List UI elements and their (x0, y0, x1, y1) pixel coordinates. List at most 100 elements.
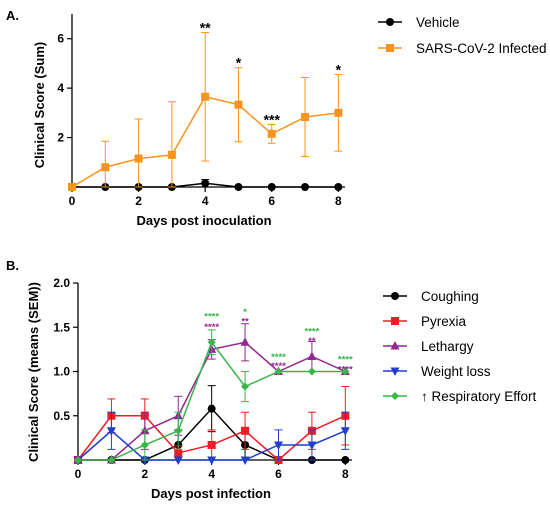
panel-b-data-point (307, 351, 317, 360)
panel-b-data-point (106, 427, 116, 436)
panel-b-y-tick-label: 0.5 (53, 409, 70, 423)
panel-b-data-point (207, 440, 216, 449)
panel-b-significance-label: **** (271, 361, 286, 372)
panel-b-significance-label: ** (241, 317, 249, 328)
panel-a-significance-label: * (336, 62, 342, 78)
panel-b-x-tick-label: 8 (342, 467, 349, 481)
panel-a-data-point (101, 163, 110, 172)
panel-b-significance-label: **** (338, 364, 353, 375)
panel-b-significance-label: **** (271, 352, 286, 363)
panel-b-data-point (207, 338, 216, 347)
panel-b-significance-label: **** (204, 311, 219, 322)
panel-a-data-point (334, 183, 343, 191)
panel-b-plot: ********************************* (73, 307, 353, 465)
panel-b-data-point (174, 448, 183, 457)
panel-b-data-point (140, 440, 149, 449)
panel-b-y-tick-label: 2.0 (53, 276, 70, 290)
panel-b-legend-label: ↑ Respiratory Effort (421, 389, 537, 404)
panel-a-data-point (234, 183, 243, 191)
panel-a-series-1 (68, 32, 343, 191)
panel-a-legend: Vehicle SARS-CoV-2 Infected (378, 15, 547, 56)
panel-a-significance-label: * (236, 55, 242, 71)
panel-b-legend-label: Weight loss (421, 364, 491, 379)
panel-a-plot: ******* (68, 20, 343, 191)
panel-b-x-tick-label: 0 (75, 467, 82, 481)
panel-a-data-point (68, 183, 76, 191)
panel-a-significance-label: *** (264, 111, 281, 127)
panel-b-xlabel: Days post infection (151, 486, 271, 501)
panel-b-data-point (240, 337, 250, 346)
panel-a-y-tick-label: 2 (57, 131, 64, 145)
panel-b-data-point (140, 456, 150, 465)
panel-b-y-tick-label: 1.0 (53, 365, 70, 379)
panel-a-data-point (334, 108, 343, 117)
panel-b-data-point (273, 441, 283, 450)
panel-a-data-point (201, 92, 210, 101)
panel-b-data-point (274, 367, 283, 376)
panel-a-data-point (134, 154, 143, 163)
panel-a-xlabel: Days post inoculation (136, 213, 271, 228)
panel-b-data-point (207, 404, 216, 413)
panel-a-data-point (234, 100, 243, 109)
panel-b-significance-label: **** (338, 355, 353, 366)
panel-a-x-tick-label: 6 (268, 194, 275, 208)
panel-b-ylabel: Clinical Score (means (SEM)) (26, 282, 41, 462)
panel-a-x-tick-label: 2 (135, 194, 142, 208)
panel-b-significance-label: ** (308, 336, 316, 347)
panel-a-axes: 0 2 4 6 8 2 4 6 (57, 14, 345, 208)
panel-b-data-point (174, 426, 183, 435)
panel-a-y-tick-label: 4 (57, 81, 64, 95)
panel-b-significance-label: **** (305, 326, 320, 337)
panel-a-legend-label: SARS-CoV-2 Infected (416, 41, 547, 56)
panel-a-data-point (301, 113, 310, 122)
panel-a-ylabel: Clinical Score (Sum) (32, 42, 47, 168)
panel-a-series-0 (68, 179, 343, 191)
panel-b-legend-marker (391, 292, 399, 300)
panel-a-legend-item: SARS-CoV-2 Infected (378, 41, 547, 56)
panel-b-legend-item: Lethargy (383, 339, 474, 354)
panel-b-y-tick-label: 1.5 (53, 320, 70, 334)
panel-b-x-tick-label: 2 (141, 467, 148, 481)
panel-a-x-tick-label: 0 (69, 194, 76, 208)
panel-b-legend-marker (390, 341, 400, 350)
panel-b-series-4 (74, 329, 350, 464)
panel-b-legend-item: Coughing (383, 289, 479, 304)
panel-b-legend-label: Pyrexia (421, 314, 467, 329)
panel-b-legend: Coughing Pyrexia Lethargy Weight loss ↑ Resp… (383, 289, 537, 404)
panel-a-significance-label: ** (200, 20, 211, 36)
panel-b-label: B. (6, 258, 19, 273)
panel-b-data-point (241, 382, 250, 391)
panel-a-x-tick-label: 4 (202, 194, 209, 208)
panel-a-legend-marker (386, 44, 394, 52)
panel-a-legend-item: Vehicle (378, 15, 460, 30)
panel-a-label: A. (6, 8, 19, 23)
panel-b-axes: 0 2 4 6 8 0.5 1.0 1.5 2.0 (53, 276, 352, 481)
panel-b-data-point (341, 456, 350, 464)
panel-a-y-tick-label: 6 (57, 32, 64, 46)
panel-a-data-point (267, 129, 276, 138)
panel-b-legend-marker (390, 367, 400, 376)
panel-b-data-point (207, 456, 217, 465)
panel-a-legend-marker (386, 18, 394, 26)
panel-b-data-point (241, 426, 250, 435)
panel-b-legend-label: Lethargy (421, 339, 474, 354)
panel-b-data-point (240, 456, 250, 465)
panel-b-significance-label: **** (204, 322, 219, 333)
panel-b-legend-item: Pyrexia (383, 314, 467, 329)
panel-a: A. Clinical Score (Sum) Days post inocul… (6, 8, 547, 228)
panel-a-data-point (167, 150, 176, 159)
panel-b-legend-item: ↑ Respiratory Effort (383, 389, 537, 404)
panel-a-x-tick-label: 8 (335, 194, 342, 208)
panel-b-data-point (107, 456, 116, 464)
panel-b-significance-label: * (243, 307, 247, 318)
panel-b-data-point (173, 456, 183, 465)
panel-b-legend-marker (391, 392, 399, 400)
panel-b-legend-item: Weight loss (383, 364, 491, 379)
panel-b: B. Clinical Score (means (SEM)) Days pos… (6, 258, 537, 501)
panel-b-data-point (307, 441, 317, 450)
panel-a-data-point (201, 179, 210, 188)
panel-b-legend-marker (391, 317, 399, 325)
panel-b-data-point (340, 427, 350, 436)
panel-b-x-tick-label: 6 (275, 467, 282, 481)
